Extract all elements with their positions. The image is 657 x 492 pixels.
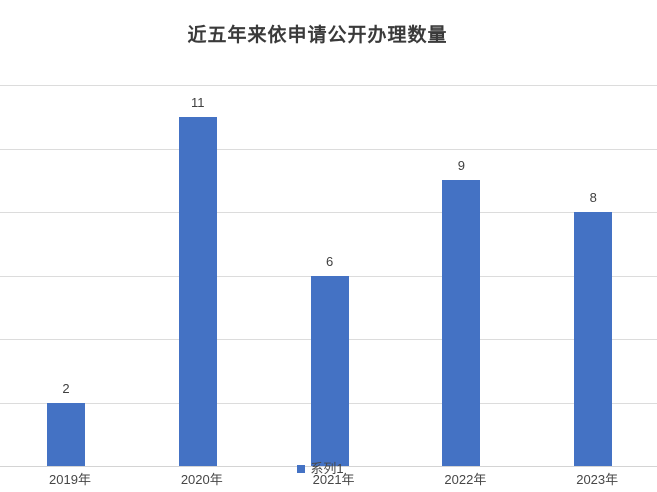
x-axis-label: 2020年 [180, 472, 223, 487]
bar-value-label: 2 [62, 380, 70, 396]
bar [442, 180, 481, 466]
x-axis-label: 2022年 [444, 472, 487, 487]
x-axis-line [0, 466, 657, 467]
x-axis-label: 2021年 [312, 472, 355, 487]
chart-title: 近五年来依申请公开办理数量 [187, 25, 448, 46]
bar [47, 402, 85, 466]
bar-value-label: 6 [325, 253, 334, 269]
gridline [0, 212, 657, 213]
bar [178, 116, 217, 466]
x-axis-label: 2023年 [576, 472, 619, 487]
gridline [0, 148, 657, 150]
x-axis-label: 2019年 [49, 472, 91, 487]
bar-value-label: 11 [191, 94, 205, 110]
bar [310, 275, 349, 466]
bar [574, 212, 613, 466]
bar-value-label: 8 [589, 190, 597, 205]
gridline [0, 85, 657, 86]
bar-value-label: 9 [457, 158, 465, 174]
